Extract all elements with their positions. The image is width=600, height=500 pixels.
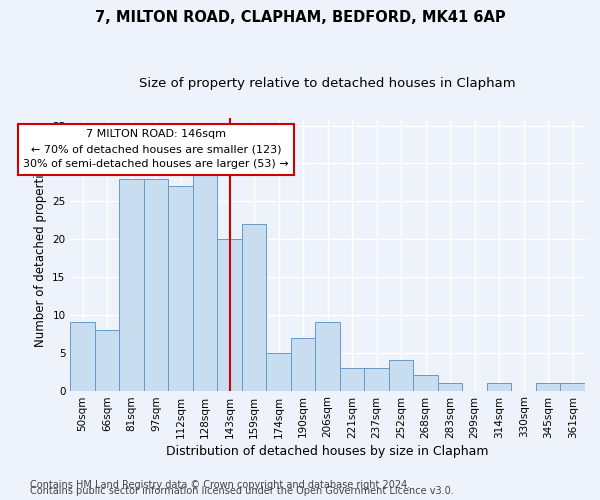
Text: 7 MILTON ROAD: 146sqm
← 70% of detached houses are smaller (123)
30% of semi-det: 7 MILTON ROAD: 146sqm ← 70% of detached … — [23, 130, 289, 169]
Bar — [144, 178, 169, 390]
Bar — [242, 224, 266, 390]
Bar — [316, 322, 340, 390]
X-axis label: Distribution of detached houses by size in Clapham: Distribution of detached houses by size … — [166, 444, 489, 458]
Bar — [119, 178, 144, 390]
Bar — [217, 239, 242, 390]
Bar — [438, 383, 463, 390]
Bar — [340, 368, 364, 390]
Text: Contains HM Land Registry data © Crown copyright and database right 2024.: Contains HM Land Registry data © Crown c… — [30, 480, 410, 490]
Bar — [70, 322, 95, 390]
Bar — [95, 330, 119, 390]
Bar — [193, 171, 217, 390]
Y-axis label: Number of detached properties: Number of detached properties — [34, 162, 47, 348]
Bar — [487, 383, 511, 390]
Bar — [536, 383, 560, 390]
Text: 7, MILTON ROAD, CLAPHAM, BEDFORD, MK41 6AP: 7, MILTON ROAD, CLAPHAM, BEDFORD, MK41 6… — [95, 10, 505, 25]
Bar — [266, 352, 291, 391]
Bar — [413, 376, 438, 390]
Bar — [291, 338, 316, 390]
Title: Size of property relative to detached houses in Clapham: Size of property relative to detached ho… — [139, 78, 516, 90]
Bar — [389, 360, 413, 390]
Bar — [169, 186, 193, 390]
Text: Contains public sector information licensed under the Open Government Licence v3: Contains public sector information licen… — [30, 486, 454, 496]
Bar — [364, 368, 389, 390]
Bar — [560, 383, 585, 390]
